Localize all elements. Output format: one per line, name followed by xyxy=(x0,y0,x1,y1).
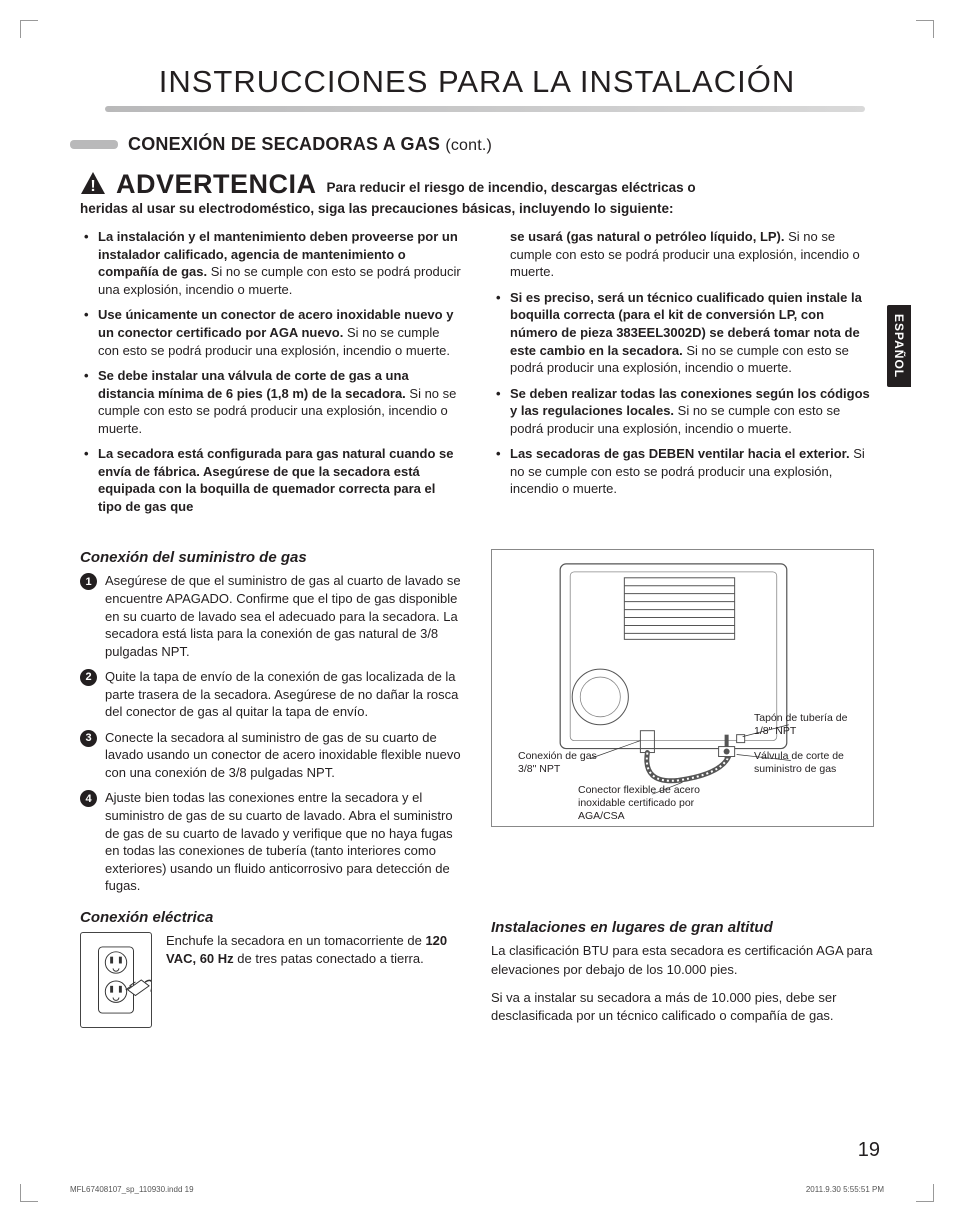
page-title: INSTRUCCIONES PARA LA INSTALACIÓN xyxy=(70,64,884,100)
warn-item: se usará (gas natural o petróleo líquido… xyxy=(510,228,874,281)
section-title: CONEXIÓN DE SECADORAS A GAS (cont.) xyxy=(128,134,492,155)
gas-subtitle: Conexión del suministro de gas xyxy=(80,549,463,566)
warn-item: Se debe instalar una válvula de corte de… xyxy=(98,367,462,437)
crop-mark xyxy=(20,20,38,38)
warn-item: La secadora está configurada para gas na… xyxy=(98,445,462,515)
footer-timestamp: 2011.9.30 5:55:51 PM xyxy=(806,1185,884,1194)
gas-connection-diagram: Conexión de gas 3/8" NPT Tapón de tuberí… xyxy=(491,549,874,827)
altitude-p2: Si va a instalar su secadora a más de 10… xyxy=(491,989,874,1025)
left-column: Conexión del suministro de gas 1 Asegúres… xyxy=(80,549,463,1035)
warning-triangle-icon: ! xyxy=(80,171,106,195)
diagram-label-flex: Conector flexible de acero inoxidable ce… xyxy=(578,784,738,822)
section-header: CONEXIÓN DE SECADORAS A GAS (cont.) xyxy=(70,134,884,155)
electric-subtitle: Conexión eléctrica xyxy=(80,909,463,926)
warning-columns: La instalación y el mantenimiento deben … xyxy=(70,218,884,523)
step-number-icon: 1 xyxy=(80,573,97,590)
warning-lead-line2: heridas al usar su electrodoméstico, sig… xyxy=(70,200,884,218)
warn-bold: Las secadoras de gas DEBEN ventilar haci… xyxy=(510,446,850,461)
step-number-icon: 2 xyxy=(80,669,97,686)
svg-text:!: ! xyxy=(90,178,95,195)
diagram-label-connection: Conexión de gas 3/8" NPT xyxy=(518,750,598,775)
warn-item: Se deben realizar todas las conexiones s… xyxy=(510,385,874,438)
crop-mark xyxy=(916,20,934,38)
warn-item: Use únicamente un conector de acero inox… xyxy=(98,306,462,359)
step-text: Conecte la secadora al suministro de gas… xyxy=(105,729,463,782)
language-tab: ESPAÑOL xyxy=(887,305,911,387)
warning-heading: ! ADVERTENCIA Para reducir el riesgo de … xyxy=(70,169,884,200)
altitude-p1: La clasificación BTU para esta secadora … xyxy=(491,942,874,978)
electric-row: Enchufe la secadora en un tomacorriente … xyxy=(80,932,463,1028)
warn-item: Si es preciso, será un técnico cualifica… xyxy=(510,289,874,377)
step-text: Ajuste bien todas las conexiones entre l… xyxy=(105,789,463,894)
warning-lead-inline: Para reducir el riesgo de incendio, desc… xyxy=(327,180,696,195)
section-cont: (cont.) xyxy=(445,137,492,154)
title-underline xyxy=(105,106,865,112)
step-number-icon: 4 xyxy=(80,790,97,807)
warn-bold: La secadora está configurada para gas na… xyxy=(98,446,453,514)
page-number: 19 xyxy=(858,1139,880,1162)
altitude-subtitle: Instalaciones en lugares de gran altitud xyxy=(491,919,874,936)
page: INSTRUCCIONES PARA LA INSTALACIÓN CONEXI… xyxy=(0,0,954,1222)
step-row: 1 Asegúrese de que el suministro de gas a… xyxy=(80,572,463,660)
electric-text-post: de tres patas conectado a tierra. xyxy=(234,951,424,966)
warning-col-left: La instalación y el mantenimiento deben … xyxy=(80,228,462,523)
footer-filename: MFL67408107_sp_110930.indd 19 xyxy=(70,1185,194,1194)
diagram-label-plug: Tapón de tubería de 1/8" NPT xyxy=(754,712,854,737)
diagram-label-valve: Válvula de corte de suministro de gas xyxy=(754,750,862,775)
warn-bold: Se debe instalar una válvula de corte de… xyxy=(98,368,409,401)
warn-bold: se usará (gas natural o petróleo líquido… xyxy=(510,229,785,244)
step-row: 3 Conecte la secadora al suministro de ga… xyxy=(80,729,463,782)
crop-mark xyxy=(916,1184,934,1202)
electric-text: Enchufe la secadora en un tomacorriente … xyxy=(166,932,463,968)
warning-col-right: se usará (gas natural o petróleo líquido… xyxy=(492,228,874,523)
warning-word: ADVERTENCIA xyxy=(116,169,317,200)
step-row: 4 Ajuste bien todas las conexiones entre … xyxy=(80,789,463,894)
warn-item: La instalación y el mantenimiento deben … xyxy=(98,228,462,298)
step-text: Asegúrese de que el suministro de gas al… xyxy=(105,572,463,660)
right-column: Conexión de gas 3/8" NPT Tapón de tuberí… xyxy=(491,549,874,1035)
electric-text-pre: Enchufe la secadora en un tomacorriente … xyxy=(166,933,425,948)
crop-mark xyxy=(20,1184,38,1202)
section-bullet-icon xyxy=(70,140,118,149)
step-number-icon: 3 xyxy=(80,730,97,747)
warn-item: Las secadoras de gas DEBEN ventilar haci… xyxy=(510,445,874,498)
outlet-diagram xyxy=(80,932,152,1028)
section-title-text: CONEXIÓN DE SECADORAS A GAS xyxy=(128,134,440,154)
body-columns: Conexión del suministro de gas 1 Asegúres… xyxy=(70,549,884,1035)
step-row: 2 Quite la tapa de envío de la conexión d… xyxy=(80,668,463,721)
step-text: Quite la tapa de envío de la conexión de… xyxy=(105,668,463,721)
